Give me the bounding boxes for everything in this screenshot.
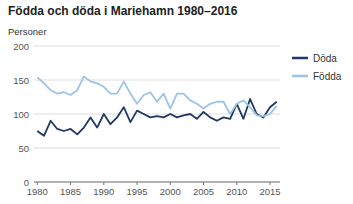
legend-swatch (292, 75, 308, 78)
legend-swatch (292, 57, 308, 60)
x-tick (236, 182, 237, 185)
legend-label: Döda (313, 53, 337, 64)
x-tick (37, 182, 38, 185)
chart: Födda och döda i Mariehamn 1980–2016 Pers… (0, 0, 353, 204)
x-tick-label: 2010 (226, 186, 247, 197)
grid-line (34, 80, 280, 81)
series-group (37, 77, 276, 136)
grid (34, 46, 280, 182)
y-tick-label: 200 (13, 41, 29, 52)
grid-line (34, 46, 280, 47)
grid-line (34, 114, 280, 115)
x-tick (70, 182, 71, 185)
x-tick (170, 182, 171, 185)
y-axis-label: Personer (8, 26, 47, 37)
x-tick-label: 2005 (193, 186, 214, 197)
series-line (37, 99, 276, 136)
y-tick-label: 50 (18, 143, 29, 154)
x-tick-label: 2000 (160, 186, 181, 197)
x-tick-label: 2015 (259, 186, 280, 197)
legend-label: Födda (313, 71, 342, 82)
x-tick (137, 182, 138, 185)
x-tick-label: 1980 (27, 186, 48, 197)
legend: Döda Födda (292, 53, 342, 82)
grid-line (34, 148, 280, 149)
y-tick-label: 150 (13, 75, 29, 86)
x-tick-label: 1985 (60, 186, 81, 197)
x-tick (103, 182, 104, 185)
x-tick-label: 1995 (126, 186, 147, 197)
x-tick (270, 182, 271, 185)
title: Födda och döda i Mariehamn 1980–2016 (8, 4, 238, 18)
y-tick-label: 100 (13, 109, 29, 120)
series-line (37, 77, 276, 116)
x-tick (203, 182, 204, 185)
x-tick-label: 1990 (93, 186, 114, 197)
